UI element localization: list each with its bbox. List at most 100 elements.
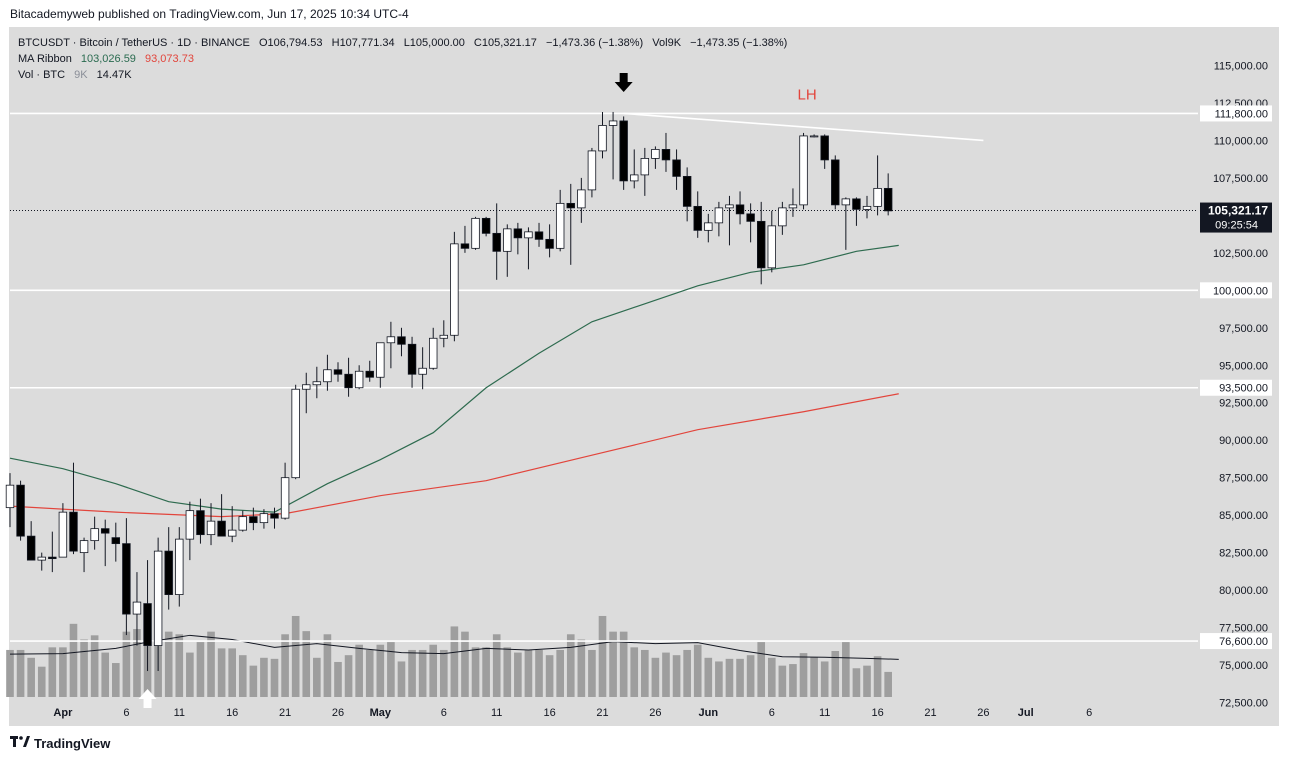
- volume-bar: [884, 671, 892, 697]
- candle-body: [862, 205, 872, 210]
- current-price-text: 105,321.17: [1208, 204, 1268, 218]
- countdown-text: 09:25:54: [1215, 220, 1258, 232]
- volume-bar: [365, 649, 374, 697]
- candle-body: [608, 120, 618, 126]
- volume-bar: [418, 649, 427, 697]
- volume-bar: [619, 631, 628, 697]
- level-price-text: 93,500.00: [1219, 383, 1268, 395]
- level-price-box: [1200, 633, 1272, 650]
- level-price-text: 76,600.00: [1219, 636, 1268, 648]
- arrow-down-icon: [614, 72, 633, 92]
- volume-bar: [767, 657, 776, 697]
- x-axis-tick-label: 16: [226, 707, 238, 719]
- volume-bar: [471, 647, 480, 697]
- x-axis-tick-label: 6: [769, 707, 775, 719]
- vol-label: Vol9K: [652, 37, 682, 49]
- candle-body: [883, 187, 893, 212]
- publisher-line: Bitacademyweb published on TradingView.c…: [10, 7, 409, 21]
- candle-body: [756, 220, 766, 269]
- volume-bar: [175, 634, 184, 697]
- chart-frame[interactable]: [9, 27, 1279, 726]
- open-value: O106,794.53: [258, 37, 323, 49]
- candle-body: [291, 388, 300, 479]
- candle-body: [503, 228, 512, 252]
- volume-bar: [334, 661, 342, 697]
- volume-bar: [873, 656, 882, 697]
- arrow-up-icon: [138, 689, 157, 709]
- volume-bar: [683, 649, 691, 697]
- candle-body: [5, 484, 15, 509]
- volume-bar: [302, 631, 311, 697]
- volume-bar: [799, 653, 808, 697]
- current-price-box: [1200, 202, 1272, 233]
- close-value: C105,321.17: [473, 37, 537, 49]
- x-axis-tick-label: 26: [977, 707, 989, 719]
- y-axis-tick-label: 107,500.00: [1213, 173, 1268, 185]
- tradingview-brand[interactable]: TradingView: [10, 735, 110, 751]
- candle-body: [397, 336, 406, 345]
- candles: [5, 111, 893, 672]
- volume-bar: [37, 666, 46, 697]
- x-axis-tick-label: 11: [491, 707, 502, 719]
- volume-bar: [789, 664, 797, 697]
- candle-body: [354, 370, 364, 389]
- candle-body: [153, 550, 163, 646]
- volume-bar: [725, 658, 734, 697]
- y-axis-tick-label: 87,500.00: [1219, 473, 1268, 485]
- symbol-label[interactable]: BTCUSDT · Bitcoin / TetherUS · 1D · BINA…: [18, 37, 250, 49]
- candle-body: [587, 150, 597, 191]
- candle-body: [270, 513, 279, 519]
- candle-body: [651, 149, 660, 159]
- change-value: −1,473.36 (−1.38%): [545, 37, 644, 49]
- candle-body: [693, 205, 702, 231]
- volume-bar: [48, 647, 57, 697]
- ma-fast-value: 103,026.59: [80, 53, 136, 65]
- volume-bar: [111, 663, 120, 697]
- candle-body: [132, 601, 142, 615]
- legend-ma-row[interactable]: MA Ribbon 103,026.59 93,073.73: [18, 51, 793, 67]
- y-axis-tick-label: 77,500.00: [1219, 623, 1268, 635]
- volume-bar: [260, 657, 268, 697]
- candle-body: [841, 198, 851, 206]
- legend-ohlc-row: BTCUSDT · Bitcoin / TetherUS · 1D · BINA…: [18, 35, 793, 51]
- volume-bar: [524, 649, 533, 697]
- y-axis-tick-label: 102,500.00: [1213, 248, 1268, 260]
- volume-bar: [535, 649, 543, 697]
- volume-bar: [101, 652, 110, 697]
- level-price-label: 76,600.00: [1200, 633, 1272, 650]
- ma-ribbon-label: MA Ribbon: [18, 53, 72, 65]
- ma-slow-line: [9, 393, 899, 518]
- x-axis-tick-label: 6: [441, 707, 447, 719]
- volume-bar: [503, 647, 512, 697]
- candle-body: [302, 384, 311, 390]
- volume-bar: [439, 649, 448, 697]
- volume-bar: [217, 648, 226, 697]
- level-price-box: [1200, 379, 1272, 396]
- volume-bar: [757, 642, 766, 697]
- legend-volume-row[interactable]: Vol · BTC 9K 14.47K: [18, 67, 793, 83]
- volume-bar: [122, 631, 131, 697]
- candle-body: [640, 158, 650, 176]
- candle-body: [471, 217, 480, 249]
- volume-bar: [207, 631, 215, 697]
- volume-bar: [281, 634, 289, 697]
- candle-body: [661, 149, 671, 161]
- candle-body: [26, 535, 36, 561]
- candle-body: [407, 343, 417, 375]
- volume-ma-line: [9, 634, 899, 660]
- volume-bar: [461, 631, 469, 697]
- volume-bar: [291, 615, 300, 697]
- volume-bar: [69, 623, 78, 697]
- candle-body: [323, 369, 332, 383]
- level-price-label: 100,000.00: [1200, 282, 1272, 299]
- candle-body: [259, 513, 269, 524]
- x-axis-tick-label: 6: [1086, 707, 1092, 719]
- candle-body: [704, 222, 713, 231]
- volume-bar: [80, 639, 88, 697]
- volume-bar: [387, 642, 395, 697]
- volume-bar: [588, 649, 596, 697]
- candle-body: [820, 135, 829, 161]
- candle-body: [238, 516, 247, 531]
- ma-fast-line: [9, 244, 899, 513]
